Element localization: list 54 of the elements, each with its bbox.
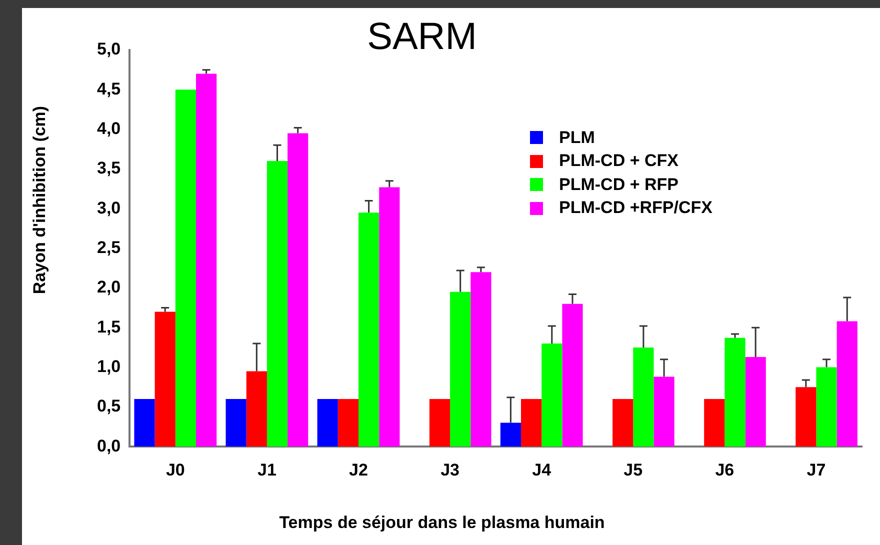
bar xyxy=(175,90,196,447)
x-tick-label: J2 xyxy=(349,460,368,480)
bar xyxy=(246,371,267,447)
y-tick-label: 2,0 xyxy=(96,278,121,297)
x-axis-title: Temps de séjour dans le plasma humain xyxy=(278,513,606,533)
x-tick-label: J0 xyxy=(166,460,185,480)
bar xyxy=(317,399,338,447)
bar xyxy=(542,343,562,447)
chart-title: SARM xyxy=(367,16,477,58)
y-tick-label: 4,5 xyxy=(96,79,121,98)
bar xyxy=(612,399,634,447)
y-tick-label: 0,5 xyxy=(96,396,121,416)
x-tick-label: J6 xyxy=(715,460,734,480)
x-tick-label: J4 xyxy=(532,460,552,480)
bar xyxy=(745,356,766,447)
bar xyxy=(196,74,217,447)
y-tick-label: 0,0 xyxy=(96,436,121,456)
bar xyxy=(450,292,471,447)
legend-label: PLM-CD + RFP xyxy=(559,174,678,195)
bar xyxy=(500,422,521,447)
bar xyxy=(562,304,583,447)
bar xyxy=(266,161,288,447)
bar xyxy=(704,399,725,447)
bar xyxy=(724,338,746,447)
legend-label: PLM xyxy=(559,128,595,148)
bar xyxy=(154,312,176,447)
bar xyxy=(836,321,858,447)
bar xyxy=(816,367,837,447)
y-tick-label: 5,0 xyxy=(96,40,121,59)
y-tick-label: 3,0 xyxy=(96,198,121,218)
legend-label: PLM-CD + CFX xyxy=(559,151,678,172)
y-tick-label: 4,0 xyxy=(96,119,121,138)
bar xyxy=(226,399,246,447)
x-tick-label: J7 xyxy=(806,460,826,480)
y-tick-label: 2,5 xyxy=(96,238,121,257)
legend-label: PLM-CD +RFP/CFX xyxy=(559,198,712,218)
bar xyxy=(796,387,816,447)
x-tick-label: J1 xyxy=(257,460,276,480)
y-axis-title: Rayon d'inhibition (cm) xyxy=(30,104,50,296)
y-tick-label: 3,5 xyxy=(96,158,121,178)
bar xyxy=(379,187,400,447)
bar xyxy=(288,133,308,447)
y-tick-label: 1,0 xyxy=(96,356,121,376)
y-tick-label: 1,5 xyxy=(96,317,121,336)
x-tick-label: J3 xyxy=(440,460,460,480)
bar xyxy=(338,399,358,447)
x-tick-label: J5 xyxy=(624,460,643,480)
bar xyxy=(358,212,380,447)
bar xyxy=(134,399,155,447)
bar xyxy=(520,399,542,447)
bar xyxy=(429,399,450,447)
bar xyxy=(470,272,492,447)
bar xyxy=(654,376,674,447)
bar xyxy=(633,347,654,447)
